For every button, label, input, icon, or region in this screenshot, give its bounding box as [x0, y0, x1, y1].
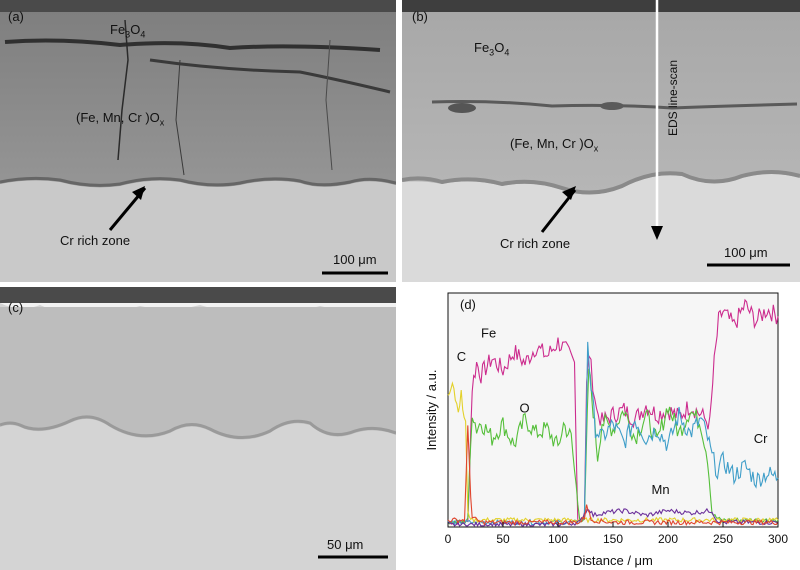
- oxide-fe-text: Fe: [110, 22, 126, 37]
- chart-panel-label: (d): [460, 297, 476, 312]
- micrograph-b-image: [402, 0, 800, 282]
- panel-b-cr-zone-label: Cr rich zone: [500, 236, 571, 251]
- micrograph-c-image: [0, 287, 396, 570]
- micrograph-panel-a: (a) Fe3O4 (Fe, Mn, Cr )Ox Cr rich zone 1…: [0, 0, 396, 282]
- oxide-o-text: O: [130, 22, 141, 37]
- panel-b-label: (b): [412, 9, 428, 24]
- inner-oxide-text: (Fe, Mn, Cr )O: [76, 110, 160, 125]
- series-line-o: [447, 368, 779, 525]
- eds-line-scan-chart: 0 50 100 150 200 250 300 Fe O Cr C Mn Distance / μ…: [424, 292, 788, 568]
- panel-c-label: (c): [8, 300, 24, 315]
- oxide-o-text: O: [494, 40, 505, 55]
- oxide-sub-4: 4: [140, 29, 146, 40]
- series-label-cr: Cr: [754, 431, 768, 446]
- panel-a-outer-oxide-label: Fe3O4: [110, 22, 145, 40]
- oxide-sub-3: 3: [125, 29, 131, 40]
- panel-a-inner-oxide-label: (Fe, Mn, Cr )Ox: [76, 110, 164, 128]
- panel-c-scale-bar-label: 50 μm: [327, 537, 364, 552]
- micrograph-a-image: [0, 0, 396, 282]
- series-line-fe: [447, 298, 779, 526]
- x-tick-label: 0: [445, 532, 452, 546]
- series-label-mn: Mn: [652, 482, 670, 497]
- micrograph-panel-c: (c) 50 μm: [0, 287, 396, 570]
- series-label-o: O: [520, 400, 530, 415]
- x-tick-label: 50: [496, 532, 510, 546]
- oxide-fe-text: Fe: [474, 40, 490, 55]
- panel-a-scale-bar-label: 100 μm: [333, 252, 377, 267]
- panel-a-label: (a): [8, 9, 24, 24]
- inner-oxide-text: (Fe, Mn, Cr )O: [510, 136, 594, 151]
- y-axis-label: Intensity / a.u.: [424, 370, 439, 451]
- series-label-c: C: [457, 349, 466, 364]
- oxide-sub-4: 4: [504, 47, 510, 58]
- x-tick-label: 300: [768, 532, 788, 546]
- panel-b-inner-oxide-label: (Fe, Mn, Cr )Ox: [510, 136, 598, 154]
- panel-b-outer-oxide-label: Fe3O4: [474, 40, 509, 58]
- x-tick-label: 150: [603, 532, 623, 546]
- eds-chart-panel-d: 0 50 100 150 200 250 300 Fe O Cr C Mn Distance / μ…: [402, 287, 800, 570]
- inner-oxide-sub: x: [159, 117, 165, 128]
- x-tick-label: 250: [713, 532, 733, 546]
- x-axis-label: Distance / μm: [573, 553, 653, 568]
- oxide-sub-3: 3: [489, 47, 495, 58]
- inner-oxide-sub: x: [593, 143, 599, 154]
- panel-a-cr-zone-label: Cr rich zone: [60, 233, 131, 248]
- x-tick-label: 200: [658, 532, 678, 546]
- series-label-fe: Fe: [481, 325, 496, 340]
- x-tick-label: 100: [548, 532, 568, 546]
- micrograph-panel-b: (b) Fe3O4 (Fe, Mn, Cr )Ox Cr rich zone E…: [402, 0, 800, 282]
- panel-b-scale-bar-label: 100 μm: [724, 245, 768, 260]
- eds-line-scan-label: EDS line-scan: [666, 59, 680, 136]
